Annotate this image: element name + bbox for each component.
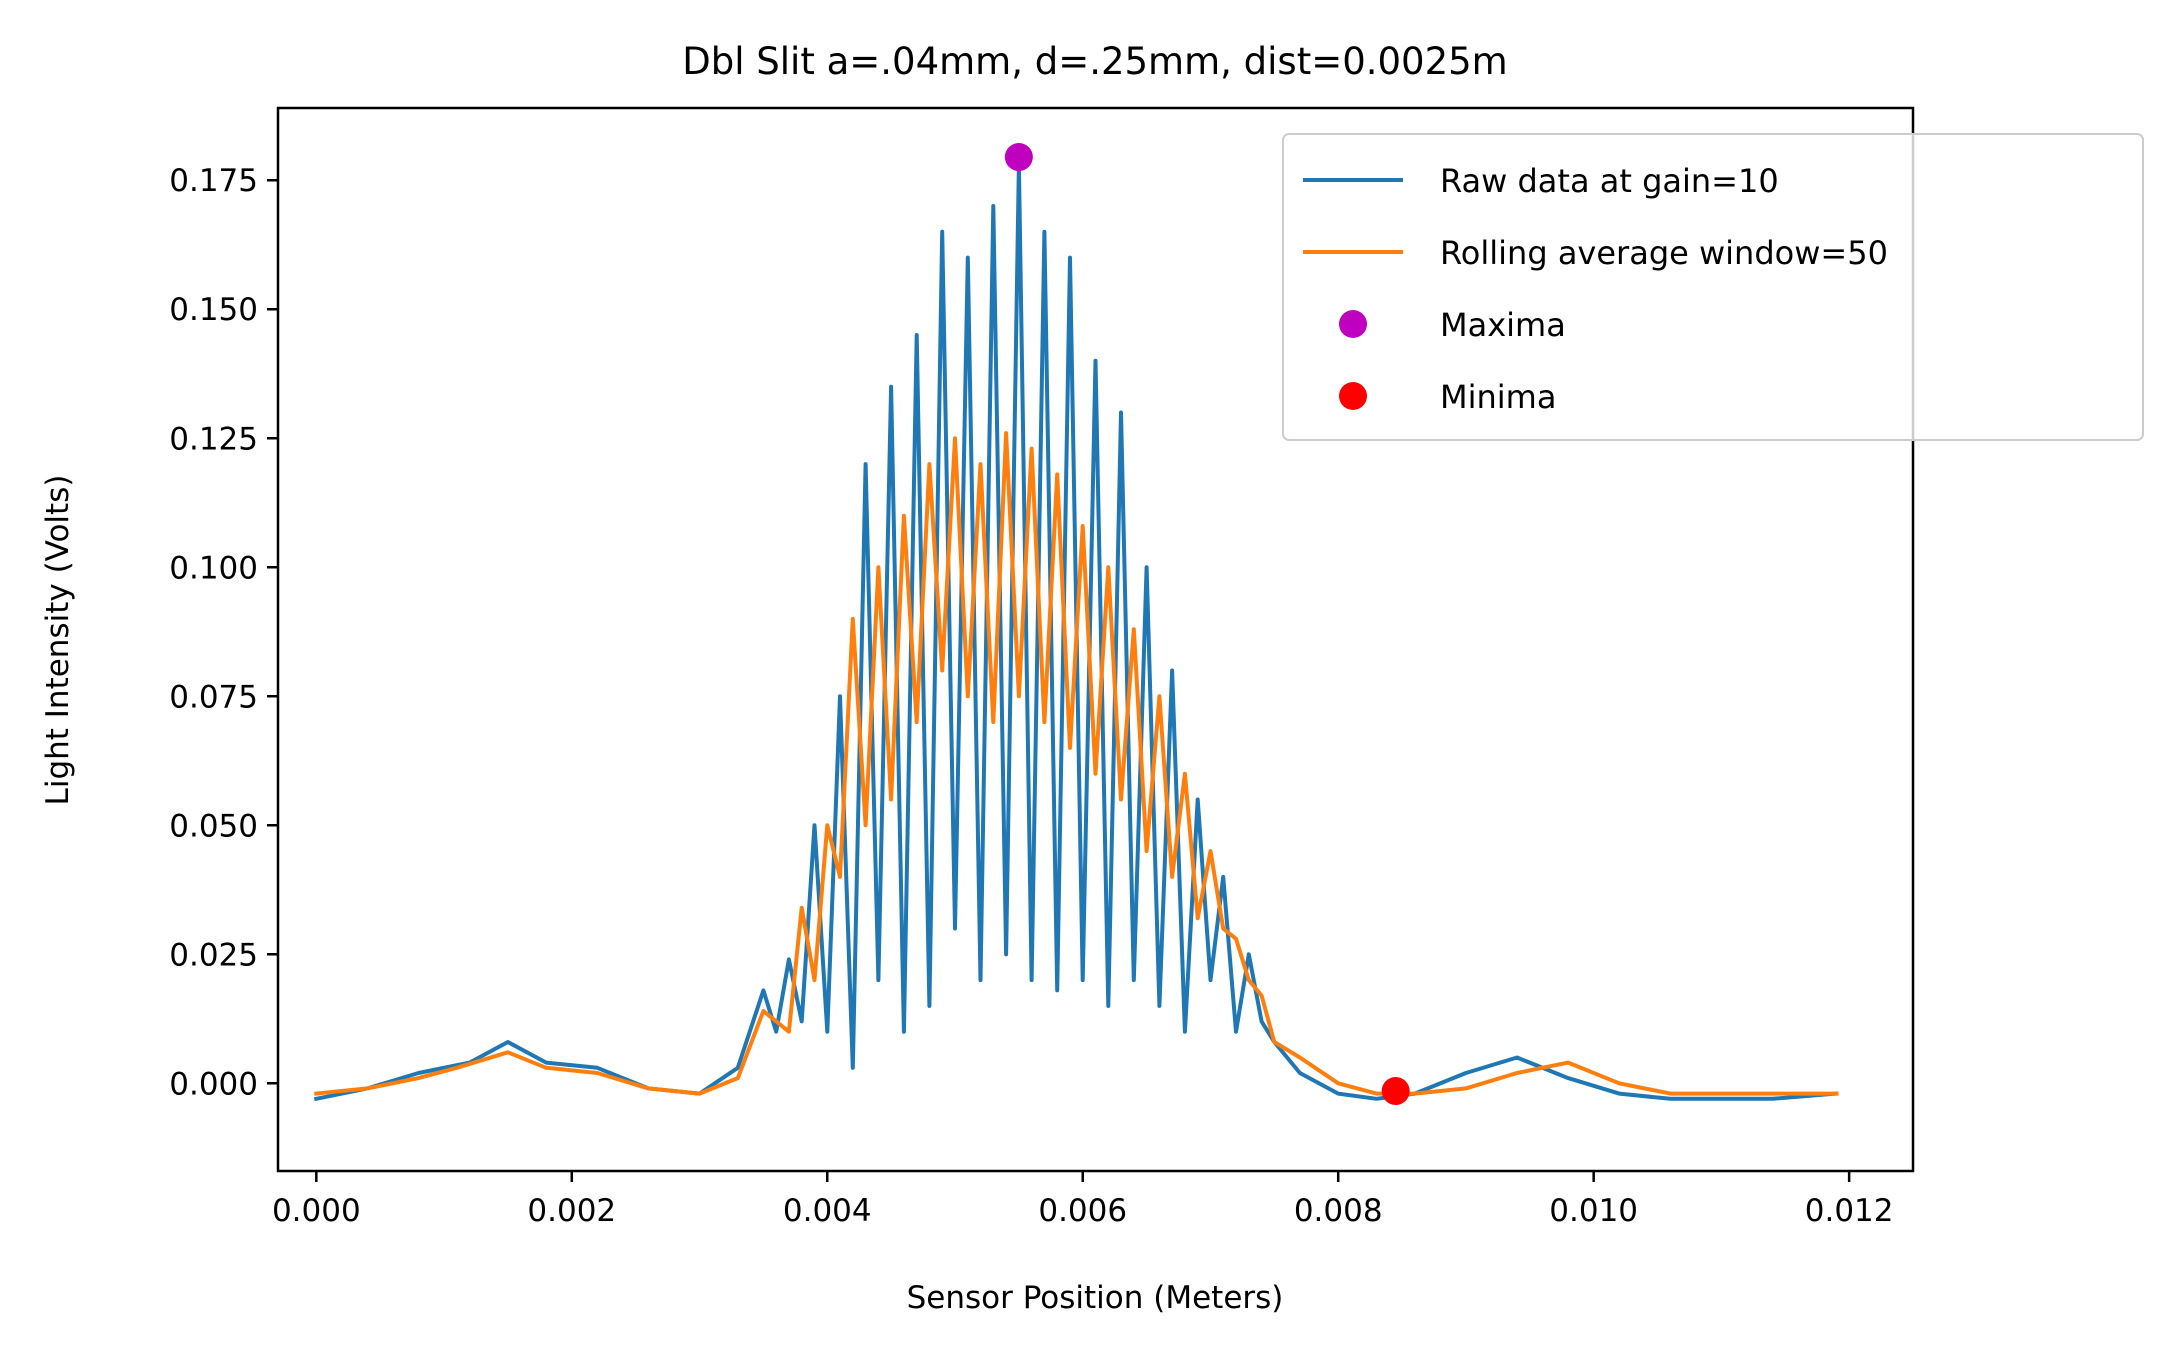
legend: Raw data at gain=10 Rolling average windo… <box>1282 133 2144 441</box>
x-tick-label: 0.010 <box>1549 1193 1638 1229</box>
legend-label-1: Raw data at gain=10 <box>1440 162 1779 200</box>
chart-title: Dbl Slit a=.04mm, d=.25mm, dist=0.0025m <box>682 40 1507 83</box>
legend-box <box>1282 133 2144 441</box>
x-axis-label: Sensor Position (Meters) <box>907 1280 1284 1316</box>
legend-label-3: Maxima <box>1440 306 1566 344</box>
maxima-point <box>1004 143 1033 172</box>
y-tick-label: 0.125 <box>169 421 258 457</box>
x-tick-label: 0.006 <box>1038 1193 1127 1229</box>
x-axis-ticks: 0.000 0.002 0.004 0.006 0.008 0.010 0.012 <box>272 1171 1894 1229</box>
points-layer <box>1004 143 1410 1106</box>
series-line-2 <box>314 431 1839 1096</box>
y-tick-label: 0.000 <box>169 1066 258 1102</box>
y-tick-label: 0.175 <box>169 163 258 199</box>
series-layer <box>313 162 1839 1102</box>
x-tick-label: 0.000 <box>272 1193 361 1229</box>
y-tick-label: 0.100 <box>169 550 258 586</box>
legend-label-4: Minima <box>1440 378 1556 416</box>
legend-swatch-3 <box>1339 310 1367 338</box>
y-tick-label: 0.075 <box>169 679 258 715</box>
plot-frame <box>276 106 1915 1173</box>
y-axis-label: Light Intensity (Volts) <box>40 475 76 806</box>
y-axis-ticks: 0.000 0.025 0.050 0.075 0.100 0.125 0.150 0.175 <box>169 163 278 1102</box>
minima-point <box>1381 1077 1410 1106</box>
y-tick-label: 0.050 <box>169 808 258 844</box>
legend-swatch-4 <box>1339 382 1367 410</box>
x-tick-label: 0.002 <box>527 1193 616 1229</box>
y-tick-label: 0.150 <box>169 292 258 328</box>
x-tick-label: 0.004 <box>783 1193 872 1229</box>
legend-entries: Raw data at gain=10 Rolling average windo… <box>1303 162 1888 416</box>
legend-label-2: Rolling average window=50 <box>1440 234 1888 272</box>
series-line-1 <box>313 162 1839 1102</box>
x-tick-label: 0.008 <box>1294 1193 1383 1229</box>
x-tick-label: 0.012 <box>1805 1193 1894 1229</box>
y-tick-label: 0.025 <box>169 937 258 973</box>
